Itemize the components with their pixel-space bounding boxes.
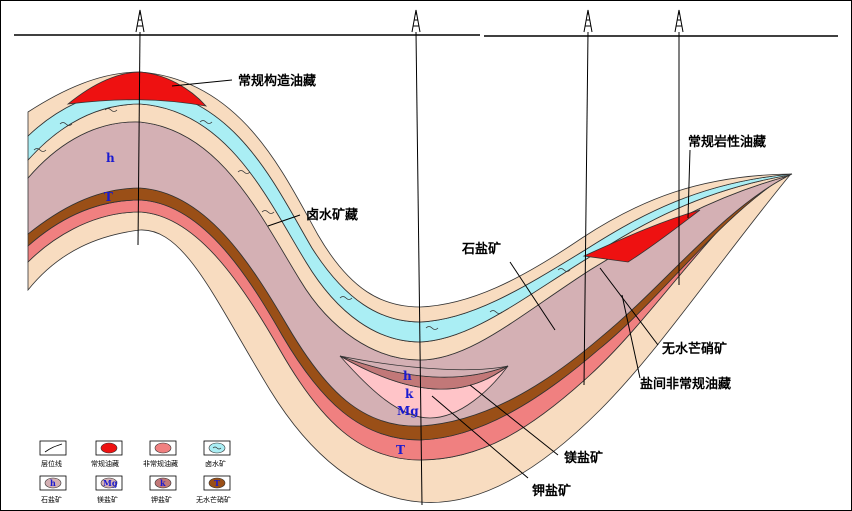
label-halite: 石盐矿 xyxy=(461,241,501,257)
legend-item-layer-line: 层位线 xyxy=(39,440,67,468)
label-conventional-lithologic: 常规岩性油藏 xyxy=(688,134,766,150)
symbol-h-lens: h xyxy=(403,369,412,383)
well-2 xyxy=(411,9,423,506)
legend-item-magnesium-ore: Mg 镁盐矿 xyxy=(95,475,123,504)
strata xyxy=(27,71,793,503)
label-potassium: 钾盐矿 xyxy=(532,483,571,499)
svg-text:无水芒硝矿: 无水芒硝矿 xyxy=(196,495,231,504)
stratum-top-sand xyxy=(27,71,793,323)
symbol-t-upper: T xyxy=(104,190,113,204)
svg-text:非常规油藏: 非常规油藏 xyxy=(143,459,178,468)
label-brine: 卤水矿藏 xyxy=(306,207,358,223)
svg-text:h: h xyxy=(50,478,56,488)
lens-halite xyxy=(339,355,509,378)
label-thenardite: 无水芒硝矿 xyxy=(661,341,727,357)
well-4 xyxy=(674,9,684,285)
legend-item-halite-ore: h 石盐矿 xyxy=(39,475,67,504)
svg-text:层位线: 层位线 xyxy=(41,459,62,468)
legend-item-potassium-ore: k 钾盐矿 xyxy=(149,475,177,504)
brine-wave-marks xyxy=(33,108,571,330)
svg-text:石盐矿: 石盐矿 xyxy=(41,495,62,504)
svg-text:卤水矿: 卤水矿 xyxy=(205,459,226,468)
svg-text:T: T xyxy=(214,478,220,488)
well-3 xyxy=(583,9,593,386)
legend-item-unconventional-reservoir: 非常规油藏 xyxy=(143,440,178,468)
legend-item-thenardite-ore: T 无水芒硝矿 xyxy=(196,475,231,504)
leader-lines xyxy=(171,79,691,479)
wells xyxy=(135,9,684,506)
legend-item-brine-ore: 卤水矿 xyxy=(203,440,231,468)
svg-text:镁盐矿: 镁盐矿 xyxy=(97,495,118,504)
label-intersalt: 盐间非常规油藏 xyxy=(640,376,731,392)
salt-lens xyxy=(339,355,509,419)
conventional-structural-reservoir xyxy=(66,71,208,107)
legend-item-conventional-reservoir: 常规油藏 xyxy=(91,440,123,468)
legend: 层位线 常规油藏 非常规油藏 卤水矿 h 石盐矿 Mg xyxy=(39,440,231,504)
svg-text:常规油藏: 常规油藏 xyxy=(91,459,119,468)
svg-text:钾盐矿: 钾盐矿 xyxy=(151,495,172,504)
label-magnesium: 镁盐矿 xyxy=(564,450,603,466)
label-conventional-structural: 常规构造油藏 xyxy=(238,73,316,89)
symbol-mg-lens: Mg xyxy=(397,404,419,418)
symbol-h-upper: h xyxy=(106,151,115,165)
symbol-t-lower: T xyxy=(396,443,405,457)
symbol-k-lens: k xyxy=(405,387,414,401)
svg-text:k: k xyxy=(160,478,166,488)
well-1 xyxy=(135,9,145,246)
svg-text:Mg: Mg xyxy=(103,478,118,488)
conventional-lithologic-reservoir xyxy=(582,209,701,263)
